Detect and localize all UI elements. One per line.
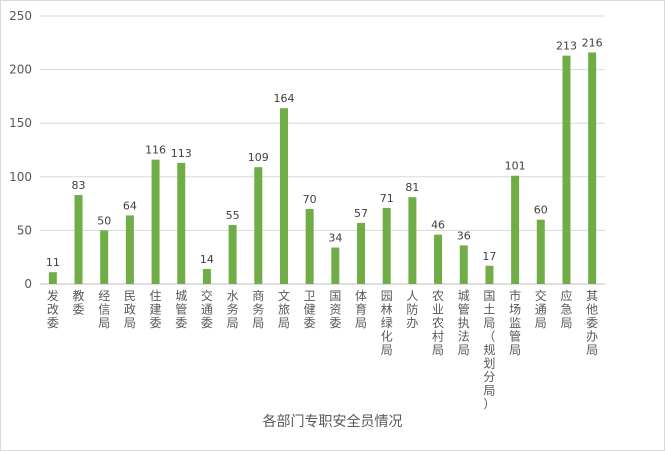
bar xyxy=(305,208,314,284)
data-label: 81 xyxy=(405,181,419,194)
bar xyxy=(151,159,160,284)
x-tick-label: 体育局 xyxy=(355,289,367,330)
y-tick-label: 250 xyxy=(9,9,32,23)
bar xyxy=(536,219,545,284)
data-label: 113 xyxy=(171,147,192,160)
data-label: 109 xyxy=(248,151,269,164)
data-label: 57 xyxy=(354,207,368,220)
bar xyxy=(254,167,263,284)
x-tick-label: 园林绿化局 xyxy=(381,289,393,357)
bar xyxy=(228,225,237,284)
data-label: 83 xyxy=(72,179,86,192)
data-label: 101 xyxy=(505,160,526,173)
data-label: 46 xyxy=(431,219,445,232)
x-tick-label: 发改委 xyxy=(47,288,59,330)
x-tick-label: 城管执法局 xyxy=(458,289,470,357)
data-label: 17 xyxy=(482,250,496,263)
x-tick-label: 国土局（规划分局） xyxy=(483,289,495,411)
bar xyxy=(485,265,494,284)
x-tick-label: 国资委 xyxy=(329,289,341,330)
data-label: 164 xyxy=(273,92,294,105)
data-label: 70 xyxy=(303,193,317,206)
bar xyxy=(279,108,288,284)
x-tick-label: 住建委 xyxy=(150,289,162,330)
x-tick-label: 其他委办局 xyxy=(586,289,598,357)
x-tick-label: 应急局 xyxy=(560,288,572,330)
bar xyxy=(125,215,134,284)
bar xyxy=(100,230,109,284)
bar xyxy=(74,195,83,284)
x-tick-label: 教委 xyxy=(73,288,85,317)
y-tick-label: 200 xyxy=(9,63,32,77)
data-label: 36 xyxy=(457,229,471,242)
bar xyxy=(408,197,417,284)
data-label: 216 xyxy=(582,36,603,49)
x-tick-label: 城管委 xyxy=(175,289,187,330)
x-tick-label: 市场监管局 xyxy=(509,288,521,357)
bar xyxy=(177,162,186,284)
x-tick-label: 交通局 xyxy=(535,288,547,330)
y-tick-label: 100 xyxy=(9,170,32,184)
x-tick-label: 农业农村局 xyxy=(432,289,444,357)
data-label: 213 xyxy=(556,40,577,53)
bar xyxy=(382,207,391,284)
data-label: 34 xyxy=(328,232,342,245)
y-tick-label: 50 xyxy=(17,223,32,237)
data-label: 50 xyxy=(97,214,111,227)
bar xyxy=(202,268,211,284)
bar xyxy=(562,55,571,284)
bar xyxy=(511,175,520,284)
x-tick-label: 商务局 xyxy=(252,288,264,330)
x-tick-label: 人防办 xyxy=(406,289,418,330)
x-tick-label: 交通委 xyxy=(201,288,213,330)
data-label: 55 xyxy=(226,209,240,222)
data-label: 60 xyxy=(534,204,548,217)
x-tick-label: 民政局 xyxy=(124,289,136,330)
data-label: 116 xyxy=(145,144,166,157)
x-tick-label: 文旅局 xyxy=(278,288,290,330)
bar xyxy=(48,272,57,284)
data-label: 11 xyxy=(46,256,60,269)
y-tick-label: 150 xyxy=(9,116,32,130)
bar xyxy=(459,245,468,284)
data-label: 71 xyxy=(380,192,394,205)
x-tick-label: 经信局 xyxy=(98,289,110,330)
bar xyxy=(357,222,366,284)
data-label: 64 xyxy=(123,199,137,212)
data-label: 14 xyxy=(200,253,214,266)
x-tick-label: 水务局 xyxy=(227,289,239,330)
bar xyxy=(588,52,597,285)
x-axis-title: 各部门专职安全员情况 xyxy=(262,414,403,430)
bar xyxy=(434,234,443,284)
x-tick-label: 卫健委 xyxy=(304,289,316,330)
bar xyxy=(331,247,340,284)
y-tick-label: 0 xyxy=(24,277,32,291)
